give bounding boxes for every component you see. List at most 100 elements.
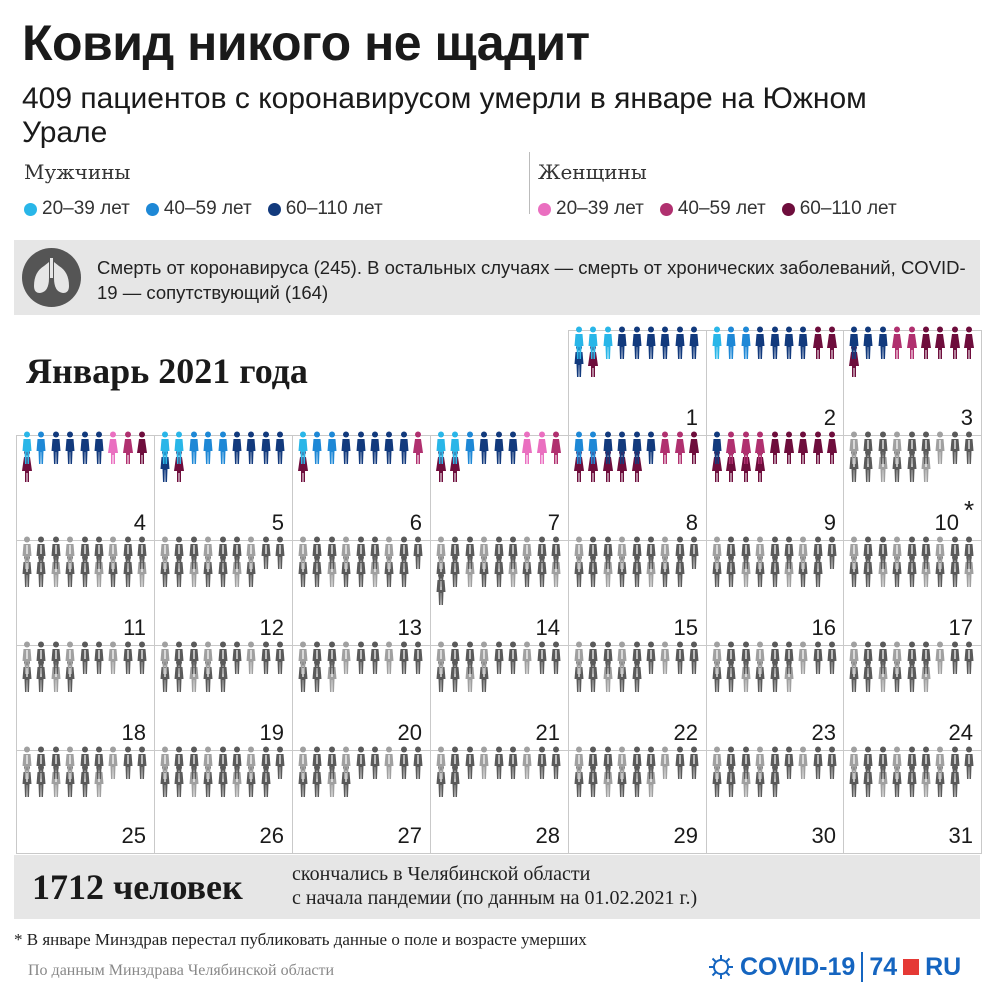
patient-figure — [355, 641, 367, 680]
page-title: Ковид никого не щадит — [22, 15, 590, 71]
day-cell: 9 — [706, 431, 845, 541]
day-cell: 7 — [430, 431, 569, 541]
patient-figure — [877, 431, 889, 470]
patient-figure — [783, 431, 795, 470]
patient-figure — [79, 536, 91, 575]
patient-figure — [311, 746, 323, 785]
legend-dot — [24, 202, 37, 216]
day-number: 28 — [535, 823, 560, 848]
patient-figure — [231, 746, 243, 785]
patient-figure — [64, 431, 76, 470]
patient-figure — [521, 431, 533, 470]
legend-item-women-young: 20–39 лет — [538, 198, 644, 220]
patient-figure — [740, 326, 752, 365]
patient-figure — [449, 431, 461, 470]
patient-figure — [659, 746, 671, 785]
legend-item-men-old: 60–110 лет — [267, 198, 383, 220]
patient-figure — [355, 536, 367, 575]
day-number: 5 — [271, 510, 284, 535]
page-subtitle: 409 пациентов с коронавирусом умерли в я… — [22, 82, 867, 149]
patient-figure — [412, 641, 424, 680]
patient-figure — [464, 431, 476, 470]
day-number: 10 — [934, 510, 959, 535]
patient-figure — [587, 431, 599, 470]
patient-figure — [797, 431, 809, 470]
patient-figure — [826, 431, 838, 470]
patient-figure — [550, 746, 562, 785]
day-number: 18 — [121, 720, 146, 745]
patient-figure — [231, 641, 243, 680]
patient-figure — [949, 326, 961, 365]
patient-figure — [659, 431, 671, 470]
patient-figure — [740, 746, 752, 785]
patient-figure — [412, 536, 424, 575]
patient-figure — [93, 536, 105, 575]
patient-figure — [602, 746, 614, 785]
patient-figure — [906, 746, 918, 785]
patient-figure — [877, 641, 889, 680]
patient-figure — [159, 641, 171, 680]
legend-item-women-middle: 40–59 лет — [659, 198, 766, 220]
patient-figure — [550, 536, 562, 575]
legend-label: 40–59 лет — [163, 198, 252, 219]
patient-figure — [812, 431, 824, 470]
patient-figure — [297, 536, 309, 575]
patient-figure — [217, 641, 229, 680]
patient-figure — [340, 431, 352, 470]
patient-figure — [645, 641, 657, 680]
patient-figure — [245, 536, 257, 575]
day-number: 13 — [397, 615, 422, 640]
patient-figure — [217, 746, 229, 785]
day-cell: 1 — [568, 326, 707, 436]
day-number: 21 — [535, 720, 560, 745]
patient-figure — [464, 536, 476, 575]
patient-figure — [478, 536, 490, 575]
brand-covid: COVID-19 — [740, 952, 856, 981]
legend-divider — [529, 152, 530, 214]
patient-figure — [711, 431, 723, 470]
day-cell: 13 — [292, 536, 431, 646]
day-cell: 17 — [843, 536, 982, 646]
patient-figure — [21, 431, 33, 470]
patient-figure — [891, 431, 903, 470]
patient-figure — [260, 746, 272, 785]
patient-figure — [297, 746, 309, 785]
patient-figure — [297, 431, 309, 470]
patient-figure — [398, 431, 410, 470]
patient-figure — [274, 641, 286, 680]
patient-figure — [797, 746, 809, 785]
legend-label: 20–39 лет — [42, 198, 130, 219]
patient-figure — [188, 746, 200, 785]
day-number: 31 — [948, 823, 973, 848]
patient-figure — [107, 536, 119, 575]
patient-figure — [920, 641, 932, 680]
patient-figure — [383, 431, 395, 470]
patient-figure — [35, 641, 47, 680]
patient-figure — [783, 746, 795, 785]
patient-figure — [725, 641, 737, 680]
total-deaths: 1712 человек — [32, 867, 243, 907]
patient-figure — [383, 746, 395, 785]
patient-figure — [920, 746, 932, 785]
patient-figure — [573, 536, 585, 575]
patient-figure — [398, 536, 410, 575]
patient-figure — [217, 536, 229, 575]
patient-figure — [188, 536, 200, 575]
patient-figure — [274, 746, 286, 785]
patient-figure — [616, 326, 628, 365]
patient-figure — [478, 746, 490, 785]
patient-figure — [711, 746, 723, 785]
patient-figure — [217, 431, 229, 470]
patient-figure — [50, 431, 62, 470]
patient-figure — [631, 431, 643, 470]
patient-figure — [877, 746, 889, 785]
day-number: 8 — [685, 510, 698, 535]
patient-figure — [159, 536, 171, 575]
patient-figure — [674, 746, 686, 785]
legend-label: 60–110 лет — [285, 198, 383, 219]
patient-figure — [934, 326, 946, 365]
patient-figure — [107, 431, 119, 470]
patient-figure — [587, 536, 599, 575]
patient-figure — [159, 746, 171, 785]
patient-figure — [573, 431, 585, 470]
